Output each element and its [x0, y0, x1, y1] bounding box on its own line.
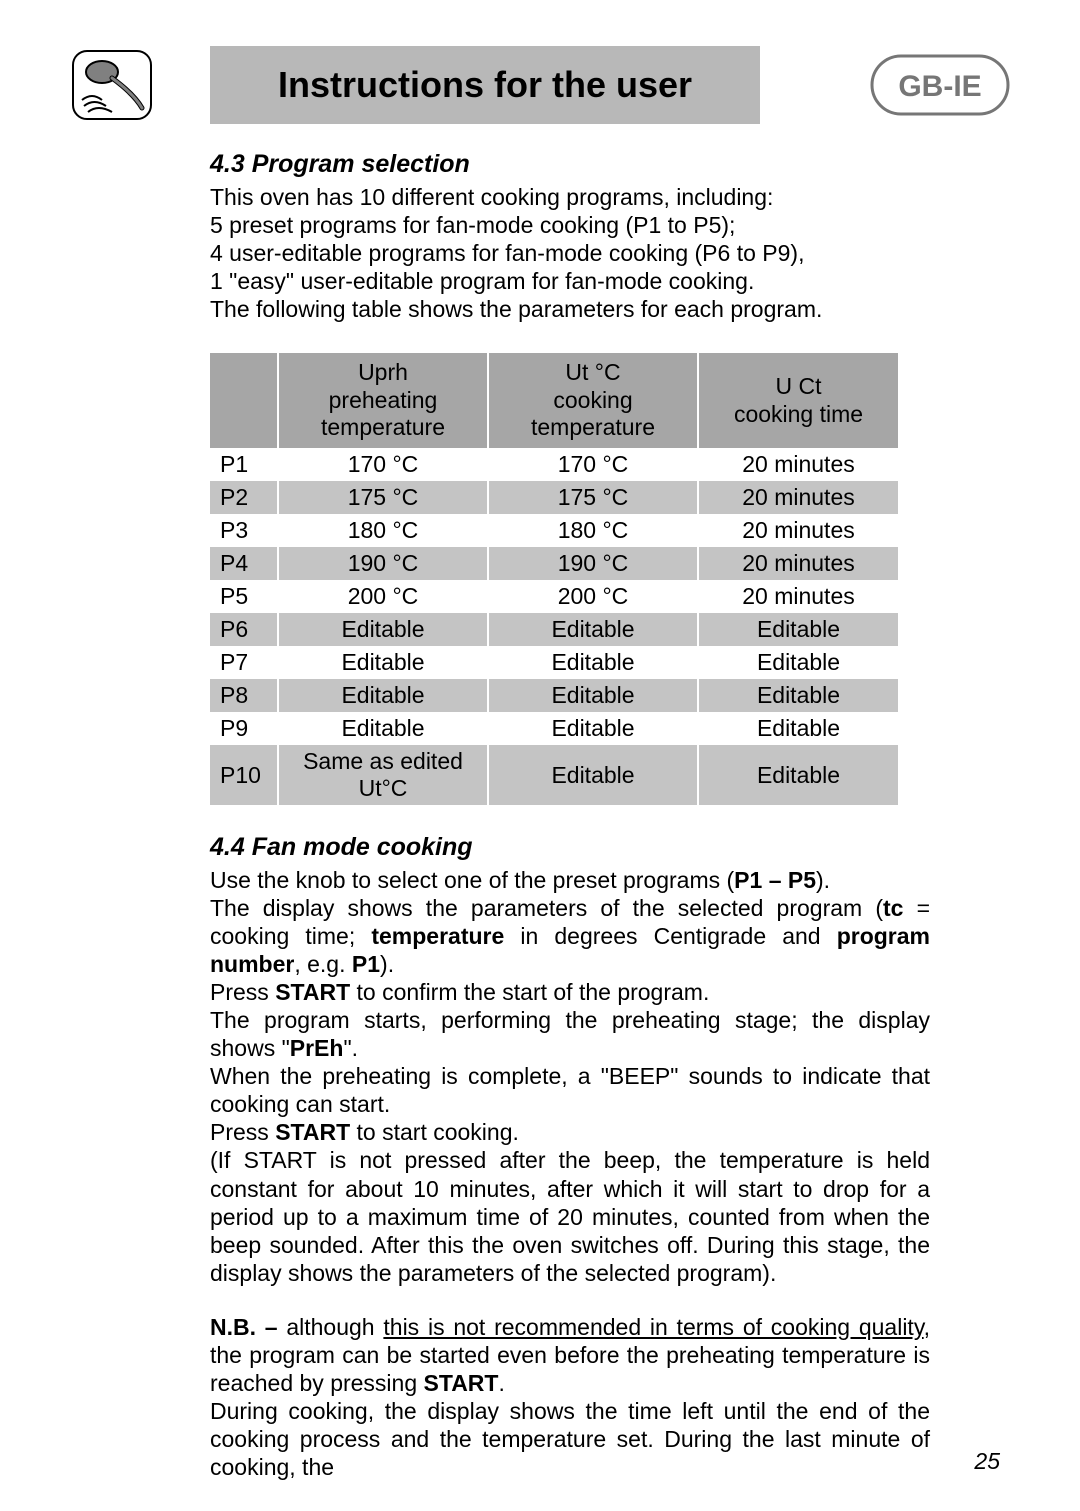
table-row: P7EditableEditableEditable: [210, 646, 898, 679]
th-uct: U Ct cooking time: [698, 353, 898, 448]
content-area: 4.3 Program selection This oven has 10 d…: [210, 150, 930, 1481]
section-4-4-p7: (If START is not pressed after the beep,…: [210, 1146, 930, 1286]
table-header-row: Uprh preheating temperature Ut °C cookin…: [210, 353, 898, 448]
section-4-3-line-1: This oven has 10 different cooking progr…: [210, 183, 930, 211]
section-4-4-heading: 4.4 Fan mode cooking: [210, 833, 930, 862]
section-4-4: 4.4 Fan mode cooking Use the knob to sel…: [210, 833, 930, 1481]
table-row: P8EditableEditableEditable: [210, 679, 898, 712]
spoon-icon: [72, 50, 152, 120]
table-row: P10Same as edited Ut°CEditableEditable: [210, 745, 898, 805]
section-4-4-p1: Use the knob to select one of the preset…: [210, 866, 930, 894]
table-row: P3180 °C180 °C20 minutes: [210, 514, 898, 547]
table-row: P4190 °C190 °C20 minutes: [210, 547, 898, 580]
th-utc: Ut °C cooking temperature: [488, 353, 698, 448]
section-4-3-heading: 4.3 Program selection: [210, 150, 930, 179]
section-4-4-p6: Press START to start cooking.: [210, 1118, 930, 1146]
locale-text: GB-IE: [898, 70, 981, 103]
section-4-4-p8: During cooking, the display shows the ti…: [210, 1397, 930, 1481]
section-4-3-line-3: 4 user-editable programs for fan-mode co…: [210, 239, 930, 267]
section-4-3-line-2: 5 preset programs for fan-mode cooking (…: [210, 211, 930, 239]
section-4-4-p5: When the preheating is complete, a "BEEP…: [210, 1062, 930, 1118]
th-blank: [210, 353, 278, 448]
section-4-3-line-4: 1 "easy" user-editable program for fan-m…: [210, 267, 930, 295]
table-body: P1170 °C170 °C20 minutes P2175 °C175 °C2…: [210, 448, 898, 805]
table-row: P6EditableEditableEditable: [210, 613, 898, 646]
page-title: Instructions for the user: [278, 64, 692, 106]
page-number: 25: [974, 1448, 1000, 1475]
locale-badge: GB-IE: [870, 54, 1010, 116]
section-4-4-nb: N.B. – although this is not recommended …: [210, 1313, 930, 1397]
th-uprh: Uprh preheating temperature: [278, 353, 488, 448]
section-4-4-p4: The program starts, performing the prehe…: [210, 1006, 930, 1062]
section-4-4-p2: The display shows the parameters of the …: [210, 894, 930, 978]
table-row: P5200 °C200 °C20 minutes: [210, 580, 898, 613]
header: Instructions for the user GB-IE: [0, 40, 1080, 130]
section-4-3-line-5: The following table shows the parameters…: [210, 295, 930, 323]
title-bar: Instructions for the user: [210, 46, 760, 124]
table-row: P2175 °C175 °C20 minutes: [210, 481, 898, 514]
program-table: Uprh preheating temperature Ut °C cookin…: [210, 353, 898, 805]
table-row: P1170 °C170 °C20 minutes: [210, 448, 898, 481]
section-4-4-p3: Press START to confirm the start of the …: [210, 978, 930, 1006]
table-row: P9EditableEditableEditable: [210, 712, 898, 745]
program-table-wrap: Uprh preheating temperature Ut °C cookin…: [210, 353, 898, 805]
